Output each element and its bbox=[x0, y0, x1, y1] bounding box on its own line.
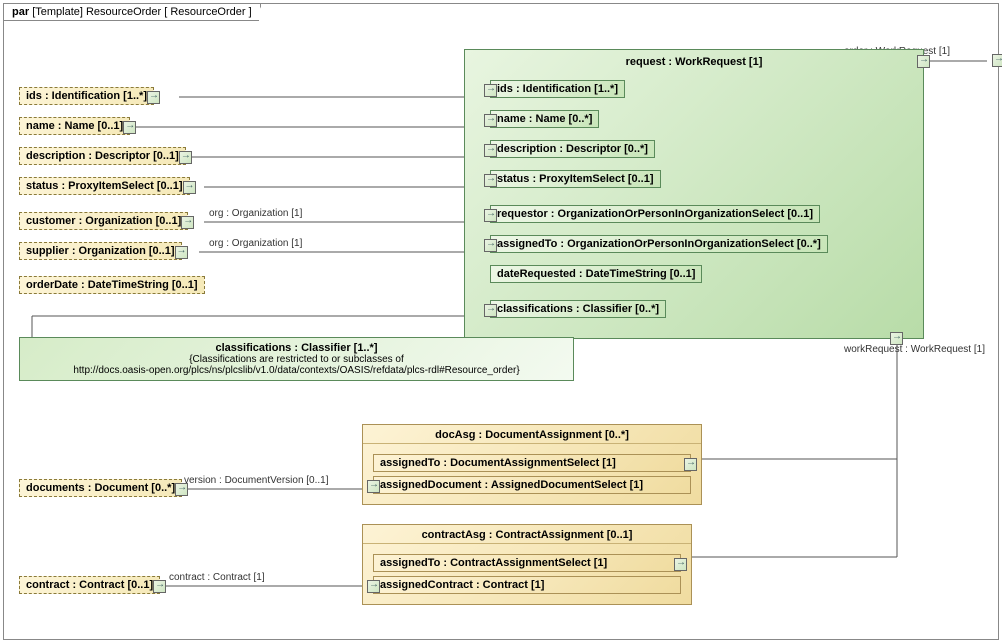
prop-customer: customer : Organization [0..1] bbox=[19, 212, 188, 230]
prop-orderdate: orderDate : DateTimeString [0..1] bbox=[19, 276, 205, 294]
edge-label-contract: contract : Contract [1] bbox=[169, 572, 265, 583]
contractasg-assignedcontract: assignedContract : Contract [1] bbox=[373, 576, 681, 594]
classifications-block: classifications : Classifier [1..*] {Cla… bbox=[19, 337, 574, 381]
prop-ids: ids : Identification [1..*] bbox=[19, 87, 154, 105]
port-icon bbox=[175, 246, 188, 259]
port-icon bbox=[153, 580, 166, 593]
port-icon bbox=[992, 54, 1002, 67]
docasg-assignedto: assignedTo : DocumentAssignmentSelect [1… bbox=[373, 454, 691, 472]
request-name: name : Name [0..*] bbox=[490, 110, 599, 128]
edge-label-org1: org : Organization [1] bbox=[209, 208, 302, 219]
prop-documents: documents : Document [0..*] bbox=[19, 479, 182, 497]
prop-description: description : Descriptor [0..1] bbox=[19, 147, 186, 165]
docasg-assigneddocument: assignedDocument : AssignedDocumentSelec… bbox=[373, 476, 691, 494]
port-icon bbox=[367, 480, 380, 493]
diagram-frame: par [Template] ResourceOrder [ ResourceO… bbox=[3, 3, 999, 640]
contractasg-assignedto: assignedTo : ContractAssignmentSelect [1… bbox=[373, 554, 681, 572]
frame-keyword: par bbox=[12, 6, 29, 18]
port-icon bbox=[123, 121, 136, 134]
port-icon bbox=[484, 209, 497, 222]
request-daterequested: dateRequested : DateTimeString [0..1] bbox=[490, 265, 702, 283]
request-requestor: requestor : OrganizationOrPersonInOrgani… bbox=[490, 205, 820, 223]
request-status: status : ProxyItemSelect [0..1] bbox=[490, 170, 661, 188]
frame-title: [Template] ResourceOrder [ ResourceOrder… bbox=[32, 6, 251, 18]
port-icon bbox=[484, 239, 497, 252]
request-title: request : WorkRequest [1] bbox=[465, 50, 923, 74]
prop-contract: contract : Contract [0..1] bbox=[19, 576, 160, 594]
port-icon bbox=[890, 332, 903, 345]
port-icon bbox=[917, 55, 930, 68]
port-icon bbox=[179, 151, 192, 164]
prop-name: name : Name [0..1] bbox=[19, 117, 130, 135]
frame-title-tab: par [Template] ResourceOrder [ ResourceO… bbox=[3, 3, 261, 21]
port-icon bbox=[181, 216, 194, 229]
classifications-note: {Classifications are restricted to or su… bbox=[28, 354, 565, 376]
edge-label-version: version : DocumentVersion [0..1] bbox=[184, 475, 329, 486]
prop-supplier: supplier : Organization [0..1] bbox=[19, 242, 182, 260]
port-icon bbox=[147, 91, 160, 104]
classifications-title: classifications : Classifier [1..*] bbox=[28, 342, 565, 354]
request-block: request : WorkRequest [1] ids : Identifi… bbox=[464, 49, 924, 339]
port-icon bbox=[484, 84, 497, 97]
contractasg-title: contractAsg : ContractAssignment [0..1] bbox=[363, 525, 691, 544]
port-icon bbox=[367, 580, 380, 593]
port-icon bbox=[183, 181, 196, 194]
request-description: description : Descriptor [0..*] bbox=[490, 140, 655, 158]
port-icon bbox=[684, 458, 697, 471]
request-ids: ids : Identification [1..*] bbox=[490, 80, 625, 98]
prop-status: status : ProxyItemSelect [0..1] bbox=[19, 177, 190, 195]
request-classifications: classifications : Classifier [0..*] bbox=[490, 300, 666, 318]
port-icon bbox=[674, 558, 687, 571]
contractasg-block: contractAsg : ContractAssignment [0..1] … bbox=[362, 524, 692, 605]
docasg-block: docAsg : DocumentAssignment [0..*] assig… bbox=[362, 424, 702, 505]
docasg-title: docAsg : DocumentAssignment [0..*] bbox=[363, 425, 701, 444]
port-icon bbox=[484, 174, 497, 187]
request-assignedto: assignedTo : OrganizationOrPersonInOrgan… bbox=[490, 235, 828, 253]
port-icon bbox=[484, 114, 497, 127]
port-icon bbox=[484, 144, 497, 157]
port-icon bbox=[484, 304, 497, 317]
edge-label-workrequest: workRequest : WorkRequest [1] bbox=[844, 344, 985, 355]
edge-label-org2: org : Organization [1] bbox=[209, 238, 302, 249]
